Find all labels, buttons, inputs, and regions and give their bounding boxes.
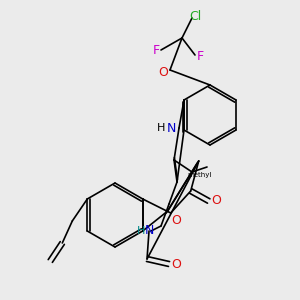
Text: N: N xyxy=(166,122,176,134)
Text: O: O xyxy=(171,257,181,271)
Text: methyl: methyl xyxy=(188,172,212,178)
Text: F: F xyxy=(152,44,160,56)
Text: O: O xyxy=(211,194,221,208)
Text: F: F xyxy=(196,50,204,64)
Text: H: H xyxy=(157,123,165,133)
Text: Cl: Cl xyxy=(189,10,201,22)
Text: O: O xyxy=(171,214,181,227)
Text: H: H xyxy=(137,226,145,236)
Text: N: N xyxy=(144,224,154,238)
Text: O: O xyxy=(158,65,168,79)
